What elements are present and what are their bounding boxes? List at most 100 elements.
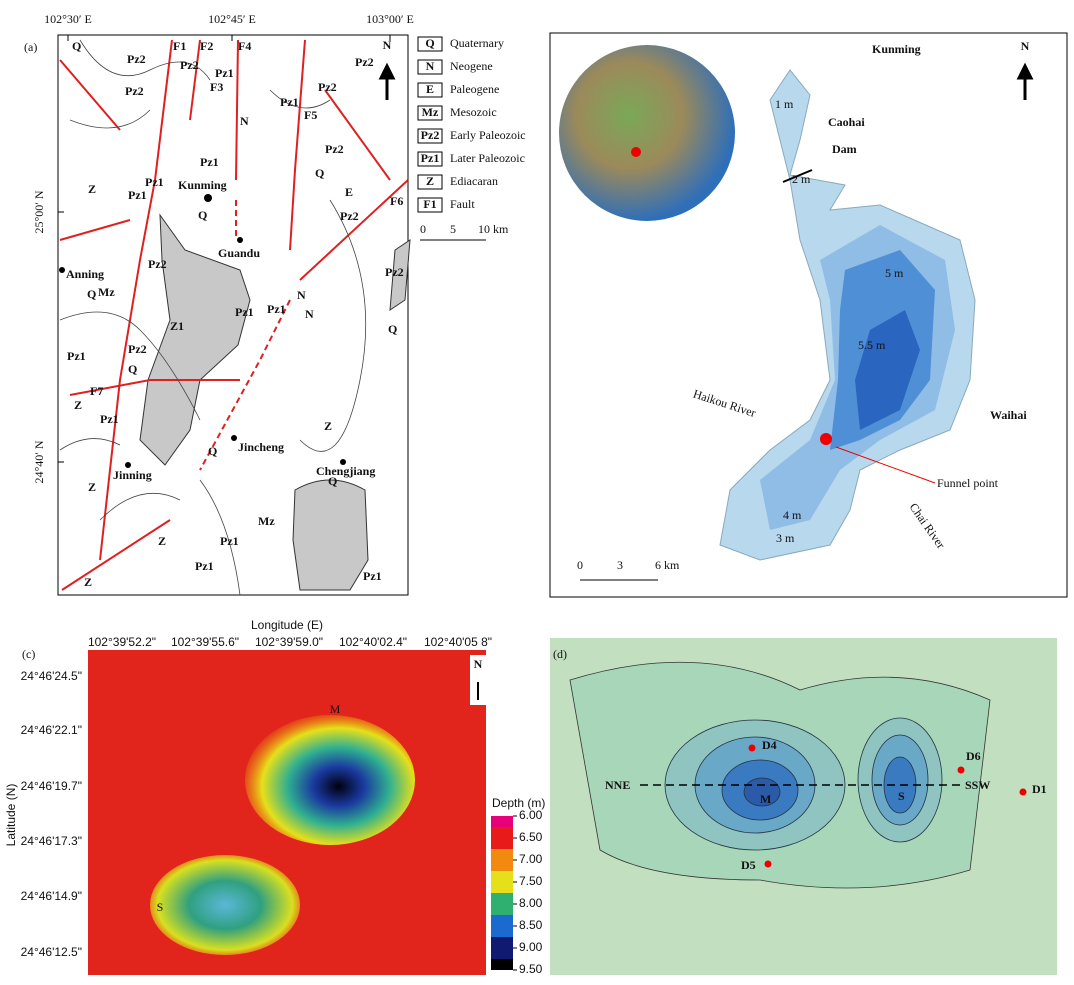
lon-tick-label: 102°30′ E — [44, 12, 92, 26]
map-label: Caohai — [828, 115, 865, 129]
place-dot — [231, 435, 237, 441]
unit-label: Q — [87, 287, 96, 301]
colorbar-tick-label: 7.00 — [519, 852, 543, 866]
map-label: SSW — [965, 778, 990, 792]
lat-tick-label: 24°46'14.9" — [21, 889, 82, 903]
legend-text: Later Paleozoic — [450, 151, 525, 165]
lat-tick-label: 24°40′ N — [32, 440, 46, 483]
funnel-point — [820, 433, 832, 445]
unit-label: Q — [388, 322, 397, 336]
sample-label: D4 — [762, 738, 777, 752]
legend-box — [417, 174, 443, 190]
unit-label: Pz2 — [128, 342, 147, 356]
legend-symbol: Pz1 — [421, 151, 440, 165]
lake — [292, 479, 369, 591]
legend-box — [417, 36, 443, 52]
pointer — [835, 446, 936, 484]
unit-label: Z — [84, 575, 92, 589]
unit-label: Mz — [258, 514, 275, 528]
place-dot — [340, 459, 346, 465]
place-label: Jincheng — [238, 440, 284, 454]
legend-text: Quaternary — [450, 36, 504, 50]
lat-tick-label: 24°46'24.5" — [21, 669, 82, 683]
faults — [59, 39, 409, 591]
unit-label: Pz1 — [128, 188, 147, 202]
unit-label: Z — [324, 419, 332, 433]
unit-label: Z — [158, 534, 166, 548]
sample-point — [764, 860, 772, 868]
fault-label: F1 — [173, 39, 186, 53]
fault-label: F6 — [390, 194, 403, 208]
scale-label: 5 — [450, 222, 456, 236]
map-label: Dam — [832, 142, 857, 156]
place-dot — [59, 267, 65, 273]
pit-m — [245, 715, 415, 845]
unit-label: Pz2 — [125, 84, 144, 98]
unit-label: Q — [198, 208, 207, 222]
scale-label: 0 — [420, 222, 426, 236]
legend-symbol: Mz — [422, 105, 439, 119]
colorbar-cell — [491, 915, 513, 937]
legend-symbol: Pz2 — [421, 128, 440, 142]
legend-box — [417, 82, 443, 98]
legend-box — [417, 151, 443, 167]
unit-label: Mz — [98, 285, 115, 299]
unit-label: Q — [128, 362, 137, 376]
sample-label: D6 — [966, 749, 981, 763]
scale-label: 10 km — [478, 222, 509, 236]
sample-point — [1019, 788, 1027, 796]
panel-label: (a) — [24, 40, 37, 54]
unit-label: Pz1 — [215, 66, 234, 80]
lat-tick-label: 24°46'19.7" — [21, 779, 82, 793]
scale-label: 3 — [617, 558, 623, 572]
legend-text: Neogene — [450, 59, 493, 73]
lon-tick-label: 102°45′ E — [208, 12, 256, 26]
sample-label: D5 — [741, 858, 756, 872]
colorbar-tick-label: 7.50 — [519, 874, 543, 888]
unit-label: Pz2 — [385, 265, 404, 279]
map-label: Funnel point — [937, 476, 999, 490]
lon-tick-label: 102°39'59.0" — [255, 635, 323, 649]
legend-symbol: E — [426, 82, 434, 96]
unit-label: Pz1 — [267, 302, 286, 316]
legend-text: Ediacaran — [450, 174, 498, 188]
colorbar-tick-label: 8.00 — [519, 896, 543, 910]
lake — [389, 239, 411, 311]
map-label: 5.5 m — [858, 338, 886, 352]
colorbar-cell — [491, 959, 513, 970]
axis-title: Latitude (N) — [4, 784, 18, 847]
fault-label: F7 — [90, 384, 103, 398]
unit-label: Pz1 — [67, 349, 86, 363]
colorbar-cell — [491, 827, 513, 849]
map-label: NNE — [605, 778, 630, 792]
colorbar-tick-label: 9.00 — [519, 940, 543, 954]
colorbar-tick-label: 9.50 — [519, 962, 543, 976]
unit-label: Pz1 — [200, 155, 219, 169]
colorbar-cell — [491, 816, 513, 827]
unit-label: Q — [208, 444, 217, 458]
map-label: 1 m — [775, 97, 794, 111]
unit-label: Pz2 — [127, 52, 146, 66]
panel-label: (c) — [22, 647, 35, 661]
colorbar-cell — [491, 849, 513, 871]
map-label: 4 m — [783, 508, 802, 522]
north-arrow — [1016, 62, 1034, 100]
lat-tick-label: 24°46'12.5" — [21, 945, 82, 959]
fault-label: F3 — [210, 80, 223, 94]
scale-label: 6 km — [655, 558, 680, 572]
unit-label: N — [305, 307, 314, 321]
lat-tick-label: 24°46'17.3" — [21, 834, 82, 848]
unit-label: Pz2 — [340, 209, 359, 223]
unit-label: E — [345, 185, 353, 199]
contours — [664, 717, 943, 851]
legend-symbol: F1 — [423, 197, 436, 211]
map-label: M — [330, 702, 341, 716]
map-label: 5 m — [885, 266, 904, 280]
map-label: S — [157, 900, 164, 914]
lon-tick-label: 102°39'55.6" — [171, 635, 239, 649]
unit-label: Pz2 — [148, 257, 167, 271]
north-label: N — [1021, 39, 1030, 53]
fault-label: F2 — [200, 39, 213, 53]
